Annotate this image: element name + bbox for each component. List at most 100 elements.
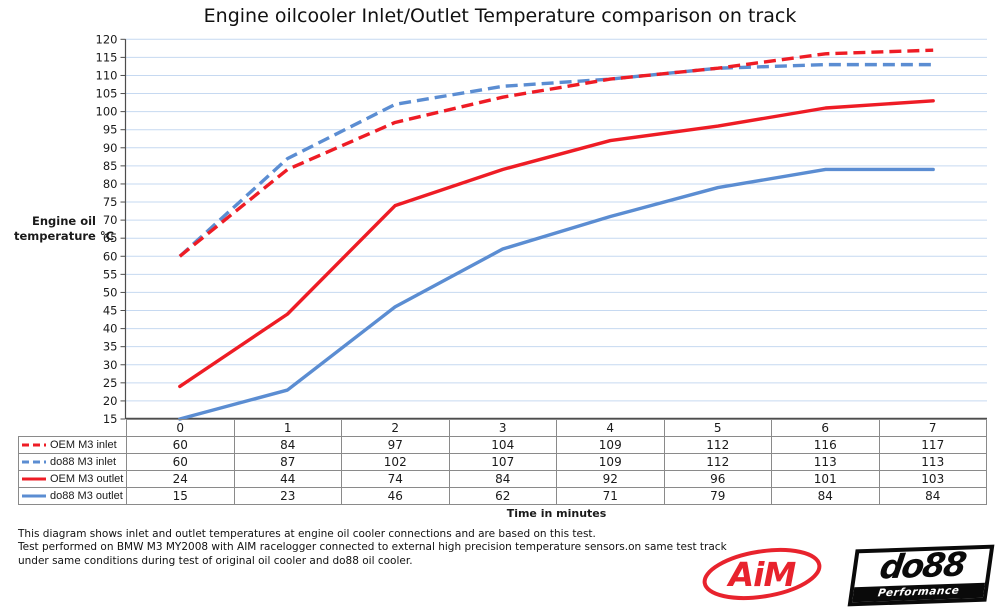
chart-title: Engine oilcooler Inlet/Outlet Temperatur… — [203, 5, 797, 27]
legend-item: do88 M3 inlet — [18, 453, 127, 471]
table-row: do88 M3 outlet 15 23 46 62 71 79 84 84 — [18, 487, 987, 505]
table-cell: 84 — [878, 487, 987, 505]
series-line-oem-m3-outlet — [178, 99, 935, 389]
table-cell: 74 — [341, 470, 450, 488]
legend-label: OEM M3 inlet — [50, 439, 117, 451]
y-axis-tick-label: 80 — [103, 177, 118, 191]
legend-line-swatch — [22, 477, 46, 481]
y-axis-tick-label: 90 — [103, 141, 118, 155]
x-category-label: 7 — [878, 419, 987, 437]
y-axis-tick-label: 35 — [103, 340, 118, 354]
footer-note-line1: This diagram shows inlet and outlet temp… — [18, 528, 596, 540]
y-axis-tick-label: 45 — [103, 304, 118, 318]
table-cell: 107 — [448, 453, 557, 471]
table-row: OEM M3 inlet 60 84 97 104 109 112 116 117 — [18, 436, 987, 454]
y-axis-tick-label: 15 — [103, 412, 118, 426]
series-line-oem-m3-inlet — [178, 48, 934, 258]
y-axis-title-line2: temperature °C — [13, 229, 115, 243]
table-cell: 109 — [556, 436, 665, 454]
y-axis-tick-label: 115 — [96, 50, 118, 64]
table-cell: 24 — [126, 470, 235, 488]
legend-item: OEM M3 inlet — [18, 436, 127, 454]
y-axis-tick-label: 110 — [96, 68, 118, 82]
table-cell: 112 — [663, 453, 772, 471]
y-axis-tick-label: 25 — [103, 376, 118, 390]
table-cell: 87 — [233, 453, 342, 471]
y-axis-title-line1: Engine oil — [32, 214, 96, 228]
y-axis-tick-label: 105 — [96, 87, 118, 101]
footer-note-line3: under same conditions during test of ori… — [18, 554, 413, 567]
y-axis-tick-label: 55 — [103, 267, 118, 281]
table-cell: 116 — [771, 436, 880, 454]
do88-logo: do88 Performance — [847, 544, 995, 607]
x-category-label: 2 — [341, 419, 450, 437]
x-category-label: 4 — [556, 419, 665, 437]
table-cell: 101 — [771, 470, 880, 488]
legend-label: do88 M3 inlet — [50, 456, 117, 468]
table-row: OEM M3 outlet 24 44 74 84 92 96 101 103 — [18, 470, 987, 488]
data-table: 0 1 2 3 4 5 6 7 OEM M3 inlet 60 84 97 104 109 112 116 11… — [18, 419, 987, 505]
y-axis-tick-label: 40 — [103, 322, 118, 336]
table-cell: 84 — [233, 436, 342, 454]
table-cell: 60 — [126, 436, 235, 454]
table-cell: 46 — [341, 487, 450, 505]
table-cell: 44 — [233, 470, 342, 488]
legend-label: do88 M3 outlet — [50, 490, 123, 502]
table-cell: 92 — [556, 470, 665, 488]
x-category-label: 5 — [663, 419, 772, 437]
table-cell: 84 — [448, 470, 557, 488]
table-cell: 112 — [663, 436, 772, 454]
aim-logo-text: AiM — [726, 555, 797, 594]
table-cell: 15 — [126, 487, 235, 505]
y-axis-tick-label: 100 — [96, 105, 118, 119]
legend-line-swatch — [22, 460, 46, 464]
table-cell: 104 — [448, 436, 557, 454]
y-axis-tick-label: 65 — [103, 231, 118, 245]
table-cell: 23 — [233, 487, 342, 505]
table-cell: 79 — [663, 487, 772, 505]
legend-item: do88 M3 outlet — [18, 487, 127, 505]
y-axis-tick-label: 120 — [96, 32, 118, 46]
y-axis-tick-label: 30 — [103, 358, 118, 372]
x-axis-title: Time in minutes — [506, 507, 607, 520]
x-category-label: 1 — [233, 419, 342, 437]
y-axis-tick-label: 85 — [103, 159, 118, 173]
legend-line-swatch — [22, 494, 46, 498]
y-axis-title: Engine oil temperature °C — [5, 214, 123, 244]
y-axis-tick-label: 70 — [103, 213, 118, 227]
table-cell: 117 — [878, 436, 987, 454]
chart-canvas: 15 20 25 30 35 40 45 50 55 60 65 70 75 80 85 90 95 100 105… — [96, 32, 987, 426]
x-category-label: 6 — [771, 419, 880, 437]
x-category-label: 0 — [126, 419, 235, 437]
y-axis-tick-label: 95 — [103, 123, 118, 137]
table-cell: 113 — [878, 453, 987, 471]
series-line-do88-m3-outlet — [178, 167, 935, 421]
table-row: do88 M3 inlet 60 87 102 107 109 112 113 113 — [18, 453, 987, 471]
table-cell: 71 — [556, 487, 665, 505]
table-cell: 96 — [663, 470, 772, 488]
table-cell: 60 — [126, 453, 235, 471]
y-axis-tick-label: 75 — [103, 195, 118, 209]
x-category-label: 3 — [448, 419, 557, 437]
legend-item: OEM M3 outlet — [18, 470, 127, 488]
table-cell: 62 — [448, 487, 557, 505]
table-cell: 113 — [771, 453, 880, 471]
series-line-do88-m3-inlet — [178, 62, 934, 258]
footer-note: This diagram shows inlet and outlet temp… — [18, 528, 727, 568]
y-axis-tick-label: 50 — [103, 285, 118, 299]
table-cell: 103 — [878, 470, 987, 488]
legend-line-swatch — [22, 443, 46, 447]
table-cell: 102 — [341, 453, 450, 471]
y-axis-tick-label: 60 — [103, 249, 118, 263]
do88-logo-text: do88 — [877, 544, 968, 587]
table-cell: 84 — [771, 487, 880, 505]
footer-note-line2: Test performed on BMW M3 MY2008 with AIM… — [18, 541, 727, 554]
table-cell: 109 — [556, 453, 665, 471]
table-cell: 97 — [341, 436, 450, 454]
aim-logo-ellipse — [702, 547, 822, 601]
aim-logo: AiM — [702, 547, 822, 601]
table-corner — [19, 420, 127, 437]
y-axis-tick-label: 20 — [103, 394, 118, 408]
